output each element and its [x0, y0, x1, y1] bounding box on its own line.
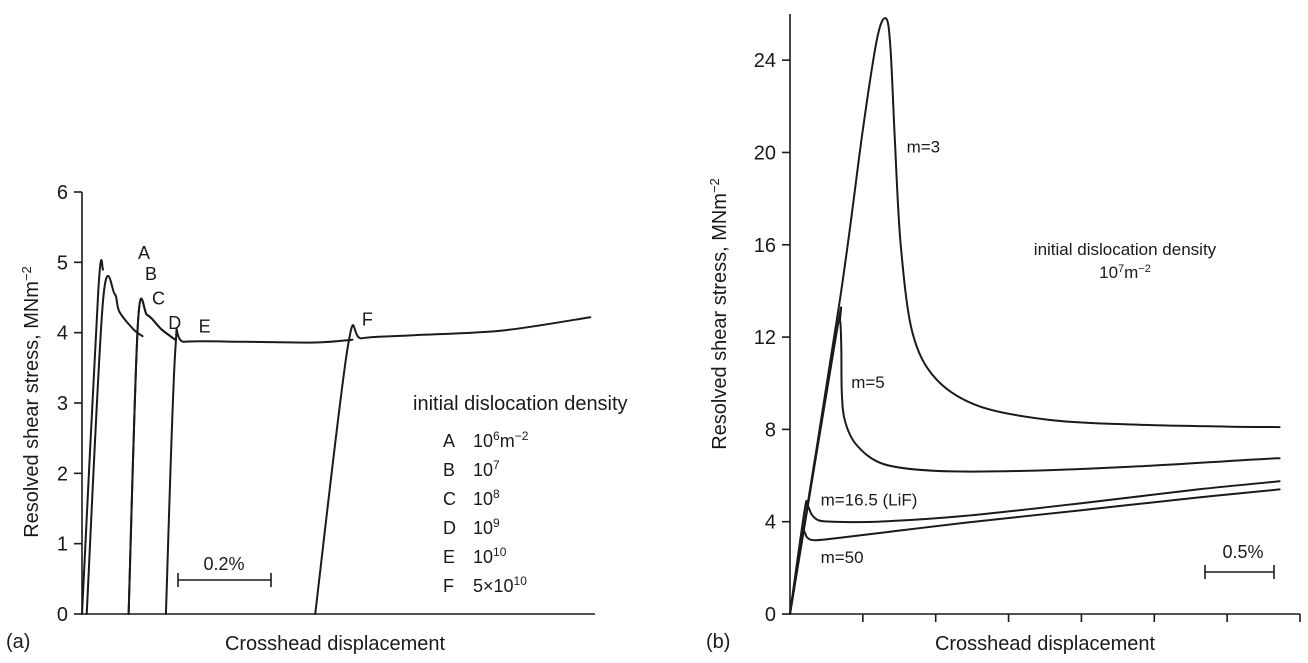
- panel-a-curve-e: [164, 327, 354, 615]
- panel-a-curve-label-a: A: [138, 243, 150, 263]
- panel-a-scale-bar-label: 0.2%: [203, 554, 244, 574]
- legend-entry-key: A: [443, 431, 455, 451]
- panel-b-curve-m-16-5-lif: [789, 480, 1281, 615]
- panel-b-y-axis-label: Resolved shear stress, MNm−2: [707, 178, 732, 450]
- panel-a-y-axis-label: Resolved shear stress, MNm−2: [19, 266, 44, 538]
- panel-a-curve-label-c: C: [152, 289, 165, 309]
- panel-b-curve-label-m-3: m=3: [907, 137, 941, 156]
- legend-entry-c: C 108: [443, 487, 500, 509]
- panel-a-curve-f: [314, 316, 592, 615]
- panel-b-curve-label-m-16-5-lif: m=16.5 (LiF): [821, 491, 918, 510]
- legend-entry-b: B 107: [443, 458, 500, 480]
- panel-a-legend: initial dislocation density A 106m−2 B 107 C…: [413, 393, 628, 596]
- legend-entry-e: E 1010: [443, 545, 507, 567]
- legend-entry-d: D 109: [443, 516, 500, 538]
- panel-a-y-tick-label: 4: [57, 323, 68, 345]
- panel-b-annotation: initial dislocation density 107m−2: [1034, 240, 1217, 282]
- panel-b-curve-m-5: [789, 306, 1281, 615]
- panel-b-scale-bar-label: 0.5%: [1222, 542, 1263, 562]
- panel-a-curve-a: [81, 259, 104, 615]
- panel-b-curve-label-m-50: m=50: [821, 548, 864, 567]
- panel-b-curve-m-3: [789, 17, 1281, 615]
- panel-b-y-tick-label: 12: [754, 327, 776, 349]
- legend-entry-key: B: [443, 460, 455, 480]
- panel-a-curve-b: [85, 274, 144, 615]
- panel-b-annotation-line2: 107m−2: [1099, 263, 1151, 282]
- panel-b-y-tick-label: 8: [765, 419, 776, 441]
- panel-a-y-tick-label: 1: [57, 534, 68, 556]
- legend-entry-key: C: [443, 489, 456, 509]
- panel-b-y-tick-label: 0: [765, 604, 776, 626]
- panel-b-curve-m-50: [789, 488, 1281, 615]
- panel-a-legend-title: initial dislocation density: [413, 393, 628, 415]
- panel-b-scale-bar: 0.5%: [1204, 542, 1275, 579]
- panel-a-y-tick-label: 0: [57, 604, 68, 626]
- panel-a-y-tick-label: 6: [57, 182, 68, 204]
- panel-b-curve-label-m-5: m=5: [851, 373, 885, 392]
- legend-entry-value: 1010: [473, 545, 507, 567]
- panel-a-tag: (a): [6, 631, 30, 653]
- panel-b-y-tick-label: 20: [754, 142, 776, 164]
- legend-entry-a: A 106m−2: [443, 429, 529, 451]
- panel-a-curve-label-b: B: [145, 264, 157, 284]
- panel-a-curve-label-f: F: [362, 310, 373, 330]
- legend-entry-key: E: [443, 547, 455, 567]
- panel-a-y-tick-label: 2: [57, 463, 68, 485]
- panel-a-curve-d: [127, 297, 177, 615]
- legend-entry-value: 106m−2: [473, 429, 529, 451]
- panel-a-y-tick-label: 5: [57, 252, 68, 274]
- panel-a-y-tick-label: 3: [57, 393, 68, 415]
- legend-entry-key: D: [443, 518, 456, 538]
- panel-a-curve-label-e: E: [199, 317, 211, 337]
- legend-entry-value: 107: [473, 458, 500, 480]
- panel-b-x-axis-label: Crosshead displacement: [935, 633, 1156, 655]
- panel-a-x-axis-label: Crosshead displacement: [225, 633, 446, 655]
- panel-a-curve-label-d: D: [168, 313, 181, 333]
- panel-b-annotation-line1: initial dislocation density: [1034, 240, 1217, 259]
- panel-b-y-tick-label: 4: [765, 512, 776, 534]
- legend-entry-value: 108: [473, 487, 500, 509]
- panel-b-chart: 0 4 8 12 16 20 24 m=3 m=5 m=16.5 (LiF) m=50 Cross…: [706, 14, 1301, 655]
- panel-b-y-tick-label: 24: [754, 50, 776, 72]
- legend-entry-key: F: [443, 576, 454, 596]
- legend-entry-f: F 5×1010: [443, 574, 527, 596]
- panel-b-y-tick-label: 16: [754, 235, 776, 257]
- legend-entry-value: 109: [473, 516, 500, 538]
- panel-a-scale-bar: 0.2%: [177, 554, 272, 587]
- legend-entry-value: 5×1010: [473, 574, 527, 596]
- panel-b-tag: (b): [706, 631, 730, 653]
